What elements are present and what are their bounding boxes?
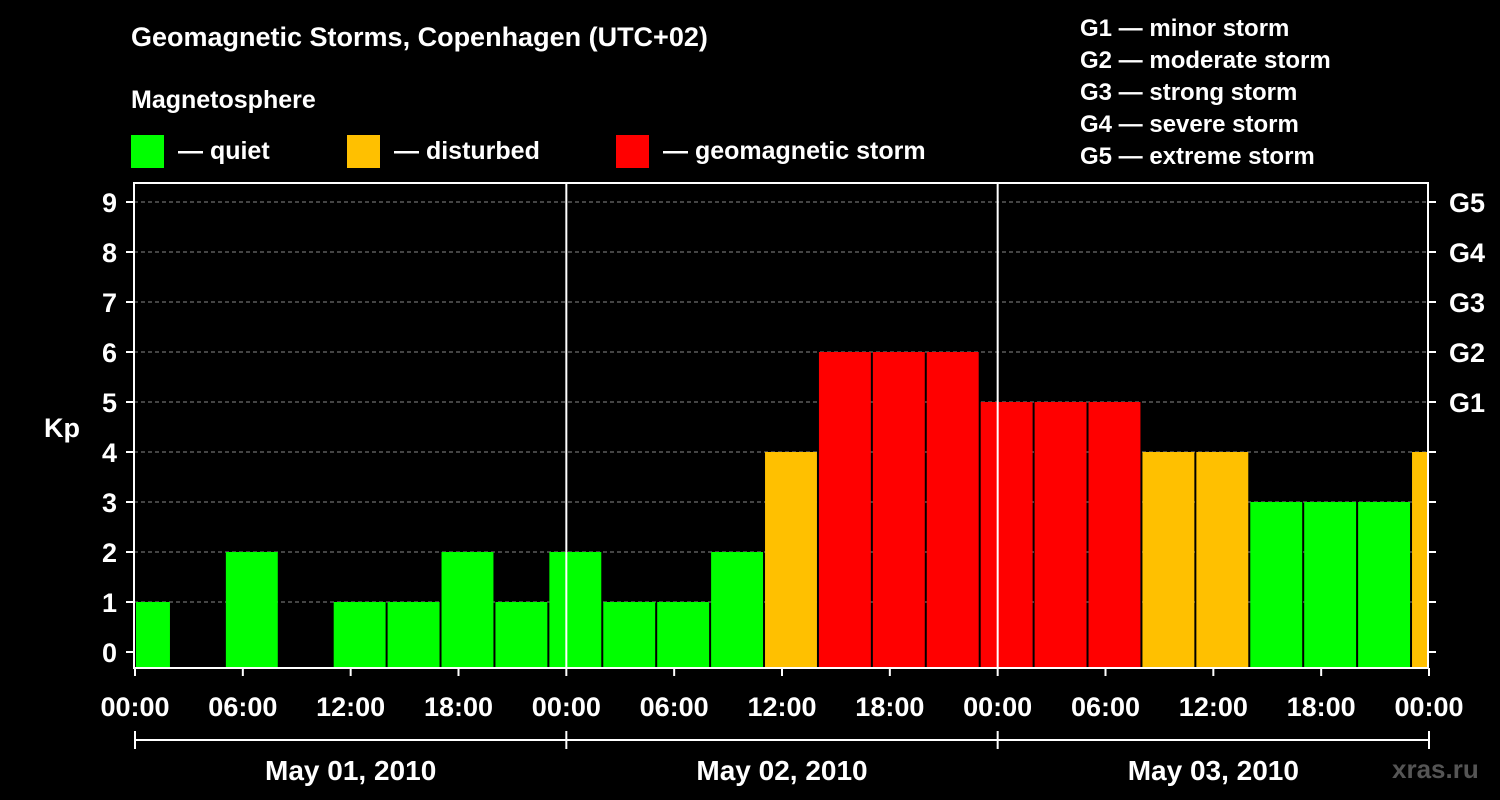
kp-bar-4 bbox=[333, 602, 386, 668]
storm-scale-g4: G4 — severe storm bbox=[1080, 111, 1299, 138]
y-tick-label-4: 4 bbox=[102, 438, 117, 468]
kp-bar-24 bbox=[1412, 452, 1428, 668]
y-axis-label: Kp bbox=[44, 413, 80, 443]
storm-scale-g3: G3 — strong storm bbox=[1080, 79, 1298, 106]
kp-bar-12 bbox=[765, 452, 817, 668]
kp-bar-21 bbox=[1250, 502, 1303, 668]
chart-title: Geomagnetic Storms, Copenhagen (UTC+02) bbox=[131, 22, 708, 52]
x-tick-label-3: 18:00 bbox=[424, 692, 493, 722]
kp-bar-0 bbox=[136, 602, 170, 668]
x-tick-label-8: 00:00 bbox=[963, 692, 1032, 722]
g-level-label-g2: G2 bbox=[1449, 338, 1485, 368]
legend-item-quiet: — quiet bbox=[131, 134, 270, 168]
x-tick-label-9: 06:00 bbox=[1071, 692, 1140, 722]
legend-label-quiet: — quiet bbox=[178, 136, 270, 165]
kp-bar-5 bbox=[387, 602, 440, 668]
kp-bar-8 bbox=[549, 552, 602, 668]
watermark: xras.ru bbox=[1392, 754, 1479, 784]
x-tick-label-0: 00:00 bbox=[100, 692, 169, 722]
storm-scale-g2: G2 — moderate storm bbox=[1080, 47, 1331, 74]
storm-scale-g1: G1 — minor storm bbox=[1080, 15, 1290, 42]
x-tick-label-7: 18:00 bbox=[855, 692, 924, 722]
y-tick-label-2: 2 bbox=[102, 538, 117, 568]
x-tick-label-5: 06:00 bbox=[640, 692, 709, 722]
y-tick-label-0: 0 bbox=[102, 638, 117, 668]
kp-bar-16 bbox=[980, 402, 1033, 668]
legend-swatch-disturbed bbox=[347, 134, 380, 168]
day-label-0: May 01, 2010 bbox=[265, 755, 436, 786]
kp-bar-11 bbox=[711, 552, 764, 668]
bar-layer bbox=[136, 352, 1428, 668]
kp-bar-18 bbox=[1088, 402, 1141, 668]
x-tick-label-11: 18:00 bbox=[1287, 692, 1356, 722]
x-tick-label-1: 06:00 bbox=[208, 692, 277, 722]
kp-bar-9 bbox=[603, 602, 656, 668]
day-label-2: May 03, 2010 bbox=[1128, 755, 1299, 786]
g-level-label-g4: G4 bbox=[1449, 238, 1485, 268]
kp-bar-23 bbox=[1358, 502, 1411, 668]
legend-item-storm: — geomagnetic storm bbox=[616, 134, 926, 168]
kp-bar-14 bbox=[872, 352, 925, 668]
kp-bar-2 bbox=[225, 552, 278, 668]
storm-scale-legend: G1 — minor storm G2 — moderate storm G3 … bbox=[1080, 14, 1331, 174]
legend-label-storm: — geomagnetic storm bbox=[663, 136, 926, 165]
y-tick-label-5: 5 bbox=[102, 388, 117, 418]
kp-bar-20 bbox=[1196, 452, 1249, 668]
legend-swatch-storm bbox=[616, 134, 649, 168]
kp-bar-22 bbox=[1304, 502, 1357, 668]
storm-scale-g5: G5 — extreme storm bbox=[1080, 143, 1315, 170]
legend-item-disturbed: — disturbed bbox=[347, 134, 540, 168]
x-tick-label-6: 12:00 bbox=[747, 692, 816, 722]
axis-layer: 0 1 2 3 4 5 6 7 8 9 G1 G2 G3 G4 G5 00:00 06:00 12:00 18:00… bbox=[100, 183, 1485, 786]
kp-bar-15 bbox=[926, 352, 979, 668]
legend-swatch-quiet bbox=[131, 134, 164, 168]
kp-bar-13 bbox=[818, 352, 871, 668]
y-tick-label-7: 7 bbox=[102, 288, 117, 318]
kp-bar-7 bbox=[495, 602, 548, 668]
color-legend: — quiet — disturbed — geomagnetic storm bbox=[0, 134, 1000, 170]
y-tick-label-9: 9 bbox=[102, 188, 117, 218]
x-tick-label-2: 12:00 bbox=[316, 692, 385, 722]
legend-label-disturbed: — disturbed bbox=[394, 136, 540, 165]
y-tick-label-3: 3 bbox=[102, 488, 117, 518]
kp-bar-10 bbox=[657, 602, 710, 668]
y-tick-label-8: 8 bbox=[102, 238, 117, 268]
kp-bar-6 bbox=[441, 552, 494, 668]
kp-bar-17 bbox=[1034, 402, 1087, 668]
x-tick-label-4: 00:00 bbox=[532, 692, 601, 722]
y-tick-label-1: 1 bbox=[102, 588, 117, 618]
g-level-label-g3: G3 bbox=[1449, 288, 1485, 318]
chart-subtitle: Magnetosphere bbox=[131, 86, 316, 114]
y-tick-label-6: 6 bbox=[102, 338, 117, 368]
x-tick-label-12: 00:00 bbox=[1394, 692, 1463, 722]
g-level-label-g1: G1 bbox=[1449, 388, 1485, 418]
g-level-label-g5: G5 bbox=[1449, 188, 1485, 218]
kp-bar-19 bbox=[1142, 452, 1195, 668]
day-label-1: May 02, 2010 bbox=[696, 755, 867, 786]
x-tick-label-10: 12:00 bbox=[1179, 692, 1248, 722]
